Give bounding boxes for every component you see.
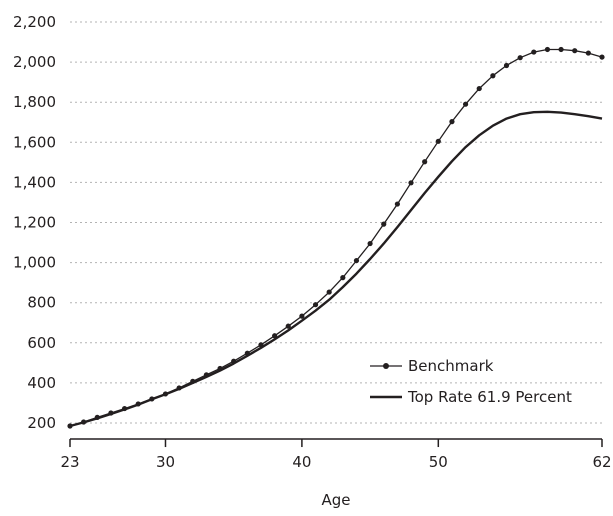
y-tick-label-1800: 1,800 <box>13 93 56 111</box>
y-tick-label-1200: 1,200 <box>13 214 56 232</box>
data-point-benchmark-56 <box>517 55 523 61</box>
legend-label-benchmark: Benchmark <box>408 357 494 375</box>
y-tick-label-1600: 1,600 <box>13 133 56 151</box>
data-point-benchmark-58 <box>544 46 551 53</box>
series-line-benchmark <box>69 48 603 427</box>
data-point-benchmark-41 <box>312 302 319 308</box>
x-tick-label-23: 23 <box>60 453 79 471</box>
data-point-benchmark-51 <box>449 119 455 125</box>
y-tick-label-200: 200 <box>27 414 56 432</box>
data-point-benchmark-44 <box>353 257 360 264</box>
data-point-benchmark-49 <box>422 159 428 165</box>
series-group <box>67 46 605 429</box>
data-point-benchmark-43 <box>340 275 346 281</box>
data-point-benchmark-50 <box>435 138 441 144</box>
data-point-benchmark-46 <box>381 221 387 227</box>
x-tick-label-40: 40 <box>292 453 311 471</box>
x-axis-ticks: 23 30 40 50 62 <box>60 439 612 471</box>
y-tick-label-1000: 1,000 <box>13 254 56 272</box>
x-axis-title: Age <box>321 491 350 509</box>
data-point-benchmark-47 <box>394 201 400 207</box>
y-tick-label-2000: 2,000 <box>13 53 56 71</box>
x-tick-label-62: 62 <box>592 453 611 471</box>
data-point-benchmark-39 <box>285 323 291 329</box>
data-point-benchmark-42 <box>326 289 332 295</box>
y-tick-label-800: 800 <box>27 294 56 312</box>
x-tick-label-30: 30 <box>156 453 175 471</box>
x-tick-label-50: 50 <box>429 453 448 471</box>
data-point-benchmark-59 <box>558 46 564 53</box>
data-point-benchmark-60 <box>572 48 578 54</box>
data-point-benchmark-40 <box>299 313 305 319</box>
y-tick-label-1400: 1,400 <box>13 173 56 191</box>
legend-marker-benchmark <box>383 363 389 369</box>
data-point-benchmark-61 <box>585 50 591 56</box>
data-point-benchmark-57 <box>531 49 537 55</box>
data-point-benchmark-53 <box>476 85 482 92</box>
data-point-benchmark-62 <box>599 54 605 60</box>
data-point-benchmark-38 <box>272 333 278 339</box>
legend-label-top-rate: Top Rate 61.9 Percent <box>407 388 572 406</box>
data-point-benchmark-54 <box>490 73 496 79</box>
y-tick-label-600: 600 <box>27 334 56 352</box>
y-tick-label-400: 400 <box>27 374 56 392</box>
series-line-top-rate-61-9-percent <box>69 110 603 428</box>
data-point-benchmark-48 <box>408 180 414 186</box>
legend: Benchmark Top Rate 61.9 Percent <box>370 357 572 406</box>
y-axis-tick-labels: 200 400 600 800 1,000 1,200 1,400 1,600 1,800 2,0… <box>13 13 56 432</box>
y-tick-label-2200: 2,200 <box>13 13 56 31</box>
data-point-benchmark-52 <box>462 101 469 107</box>
data-point-benchmark-55 <box>503 62 510 69</box>
gridlines <box>70 21 602 424</box>
data-point-benchmark-45 <box>367 240 373 247</box>
